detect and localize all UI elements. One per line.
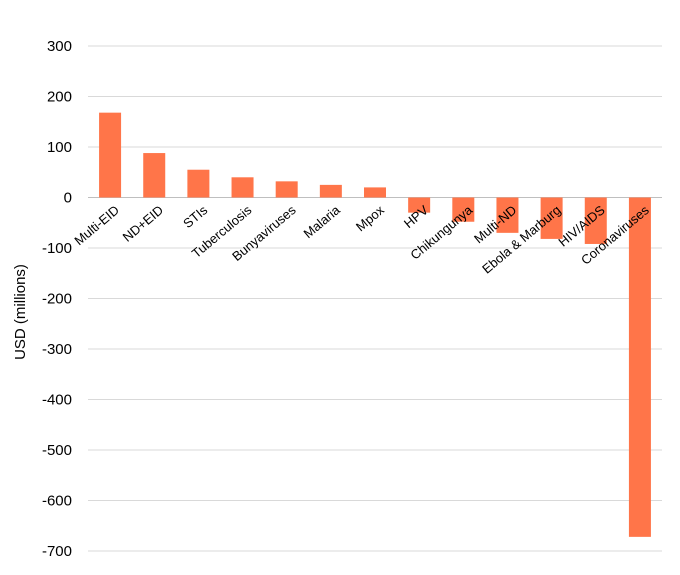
bar <box>540 197 563 239</box>
bar <box>99 112 122 198</box>
bar <box>496 197 519 233</box>
bar <box>628 197 651 537</box>
bar <box>187 169 210 198</box>
y-tick-label: 100 <box>47 139 72 156</box>
category-label: Ebola & Marburg <box>479 202 563 276</box>
category-label: STIs <box>180 202 210 231</box>
category-label: Malaria <box>300 202 343 241</box>
bar <box>452 197 475 222</box>
category-label: ND+EID <box>120 202 166 244</box>
y-tick-label: -100 <box>42 240 72 257</box>
y-tick-label: -300 <box>42 341 72 358</box>
y-tick-label: -200 <box>42 291 72 308</box>
category-label: Multi-EID <box>71 202 122 248</box>
y-tick-label: -700 <box>42 543 72 560</box>
y-tick-label: 200 <box>47 89 72 106</box>
bar <box>584 197 607 244</box>
bar <box>275 181 298 198</box>
y-tick-label: 300 <box>47 38 72 55</box>
bar <box>319 184 342 198</box>
y-axis-title: USD (millions) <box>12 264 29 360</box>
bar <box>364 187 386 198</box>
bar <box>408 197 431 213</box>
gridlines <box>88 45 662 552</box>
y-tick-label: -600 <box>42 493 72 510</box>
category-label: Mpox <box>353 202 387 234</box>
y-tick-label: 0 <box>64 190 72 207</box>
y-tick-label: -400 <box>42 392 72 409</box>
y-axis-ticks: 300 200 100 0 -100 -200 -300 -400 -500 -600 -700 <box>42 38 72 560</box>
bars <box>99 112 651 537</box>
bar <box>143 153 166 198</box>
y-tick-label: -500 <box>42 442 72 459</box>
bar <box>231 177 254 198</box>
